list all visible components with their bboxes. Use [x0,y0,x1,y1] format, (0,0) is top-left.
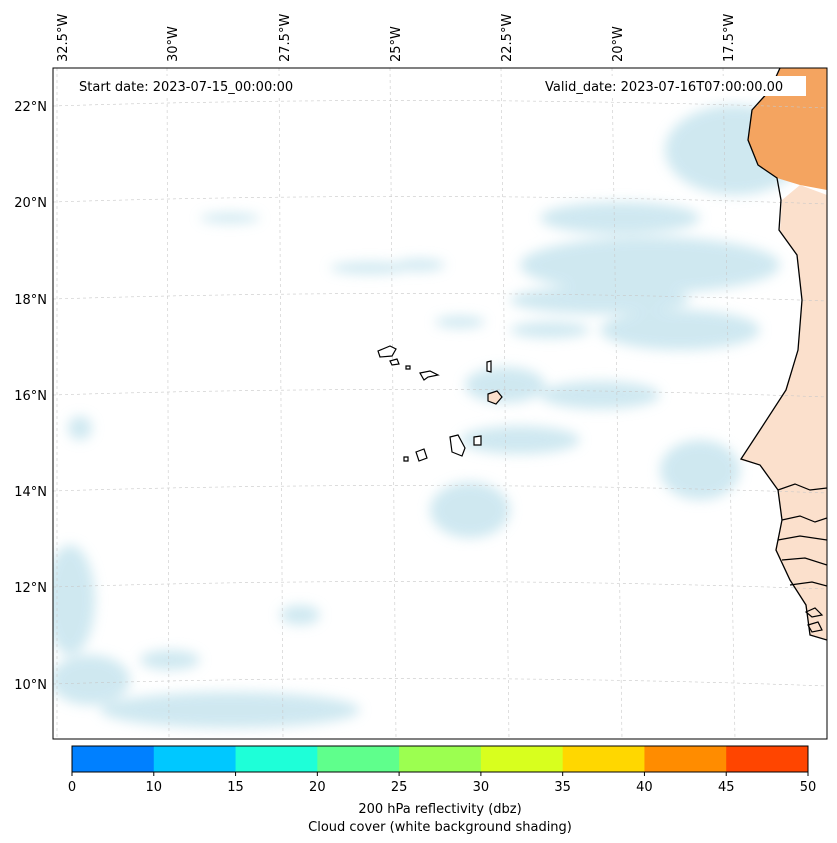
parallel-line [53,485,827,494]
colorbar: 0 10 15 20 25 30 35 40 45 50 200 hPa reflectivity… [68,745,816,835]
lat-label-20n: 20°N [14,196,47,211]
cabo-verde-islands [377,345,503,462]
island-santiago [449,434,466,457]
colorbar-segment [235,746,318,772]
border-senegal-guinea-bissau [781,557,827,566]
colorbar-tick-label: 40 [636,780,653,795]
colorbar-tick-label: 0 [68,780,76,795]
border-guinea [789,581,827,587]
lon-label-22-5w: 22.5°W [500,14,515,62]
lon-label-17-5w: 17.5°W [722,14,737,62]
parallel-line [53,100,827,109]
meridian-line [500,68,510,739]
colorbar-segments [72,746,809,772]
colorbar-tick-label: 30 [473,780,490,795]
colorbar-frame [71,745,809,773]
parallel-line [53,389,827,398]
bijagos-island-1 [804,607,824,618]
longitude-labels: 32.5°W 30°W 27.5°W 25°W 22.5°W 20°W 17.5… [56,14,737,62]
bijagos-island-2 [807,621,823,633]
country-borders [777,483,827,633]
meridian-line [722,68,736,739]
colorbar-segment [726,746,809,772]
parallel-line [53,678,827,687]
lon-label-25w: 25°W [389,26,404,62]
island-sao-vicente [389,358,400,366]
lat-label-22n: 22°N [14,100,47,115]
meridian-line [611,68,623,739]
lat-label-10n: 10°N [14,678,47,693]
colorbar-tick-label: 25 [391,780,408,795]
border-mauritania-senegal [777,483,827,491]
colorbar-segment [72,746,155,772]
land-hot-region [748,68,827,190]
start-date-text: Start date: 2023-07-15_00:00:00 [79,80,293,95]
colorbar-tick-label: 45 [718,780,735,795]
parallel-line [53,196,827,205]
start-date-annotation: Start date: 2023-07-15_00:00:00 [74,76,314,96]
island-maio [473,435,482,446]
island-fogo [415,448,428,462]
lat-label-14n: 14°N [14,485,47,500]
colorbar-label-cloud-cover: Cloud cover (white background shading) [308,820,572,835]
parallel-line [53,293,827,302]
colorbar-tick-label: 35 [554,780,571,795]
colorbar-tick-label: 15 [227,780,244,795]
colorbar-segment [153,746,237,772]
island-boa-vista [487,390,503,405]
land-warm-region [740,185,827,640]
border-gambia-north [781,515,827,523]
coastline [739,68,827,641]
lat-label-12n: 12°N [14,581,47,596]
island-brava [403,456,409,462]
colorbar-segment [480,746,564,772]
colorbar-label-reflectivity: 200 hPa reflectivity (dbz) [358,802,521,817]
meridian-line [389,68,397,739]
colorbar-segment [399,746,482,772]
colorbar-ticks: 0 10 15 20 25 30 35 40 45 50 [68,772,816,795]
colorbar-tick-label: 50 [800,780,817,795]
graticule [53,68,827,739]
border-gambia-south [777,535,827,541]
lon-label-20w: 20°W [611,26,626,62]
colorbar-segment [317,746,400,772]
colorbar-segment [562,746,645,772]
latitude-labels: 22°N 20°N 18°N 16°N 14°N 12°N 10°N [14,100,47,693]
colorbar-tick-label: 10 [146,780,163,795]
colorbar-segment [644,746,727,772]
lat-label-18n: 18°N [14,293,47,308]
lon-label-27-5w: 27.5°W [278,14,293,62]
valid-date-text: Valid_date: 2023-07-16T07:00:00.00 [545,80,783,95]
map-frame [52,67,828,740]
island-sao-nicolau [419,370,440,381]
valid-date-annotation: Valid_date: 2023-07-16T07:00:00.00 [540,76,806,96]
meridian-line [166,68,170,739]
map-area [53,68,827,739]
colorbar-tick-label: 20 [309,780,326,795]
lat-label-16n: 16°N [14,389,47,404]
parallel-line [53,581,827,590]
island-santa-luzia [405,365,411,370]
island-santo-antao [377,345,397,358]
lon-label-32-5w: 32.5°W [56,14,71,62]
island-sal [486,360,492,373]
meridian-line [278,68,284,739]
lon-label-30w: 30°W [166,26,181,62]
land-areas [740,68,827,640]
